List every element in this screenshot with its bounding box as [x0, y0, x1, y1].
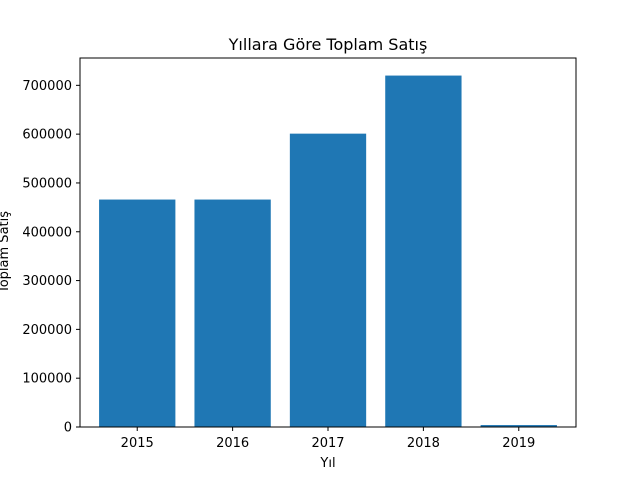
bars-layer	[99, 75, 557, 427]
x-axis-ticks: 2015 2016 2017 2018 2019	[121, 427, 535, 451]
bar-2017	[289, 133, 367, 427]
x-tick-label: 2017	[311, 436, 344, 451]
bar-2019	[480, 425, 557, 427]
y-tick-label: 500000	[22, 176, 72, 191]
y-tick-label: 0	[64, 421, 72, 436]
y-axis-title: Toplam Satış	[0, 211, 12, 294]
y-tick-label: 700000	[22, 79, 72, 94]
y-tick-label: 300000	[22, 274, 72, 289]
x-tick-label: 2019	[502, 436, 535, 451]
bar-2015	[99, 199, 176, 427]
chart-title: Yıllara Göre Toplam Satış	[228, 35, 428, 54]
x-axis-title: Yıl	[319, 456, 335, 471]
y-tick-label: 400000	[22, 225, 72, 240]
plot-frame	[79, 57, 577, 428]
y-tick-label: 600000	[22, 128, 72, 143]
x-tick-label: 2016	[216, 436, 249, 451]
x-tick-label: 2018	[407, 436, 440, 451]
bar-2018	[385, 75, 462, 427]
y-tick-label: 100000	[22, 372, 72, 387]
bar-2016	[194, 199, 271, 427]
y-tick-label: 200000	[22, 323, 72, 338]
y-axis-ticks: 0 100000 200000 300000 400000 500000 600000 700…	[22, 79, 80, 436]
x-tick-label: 2015	[121, 436, 154, 451]
